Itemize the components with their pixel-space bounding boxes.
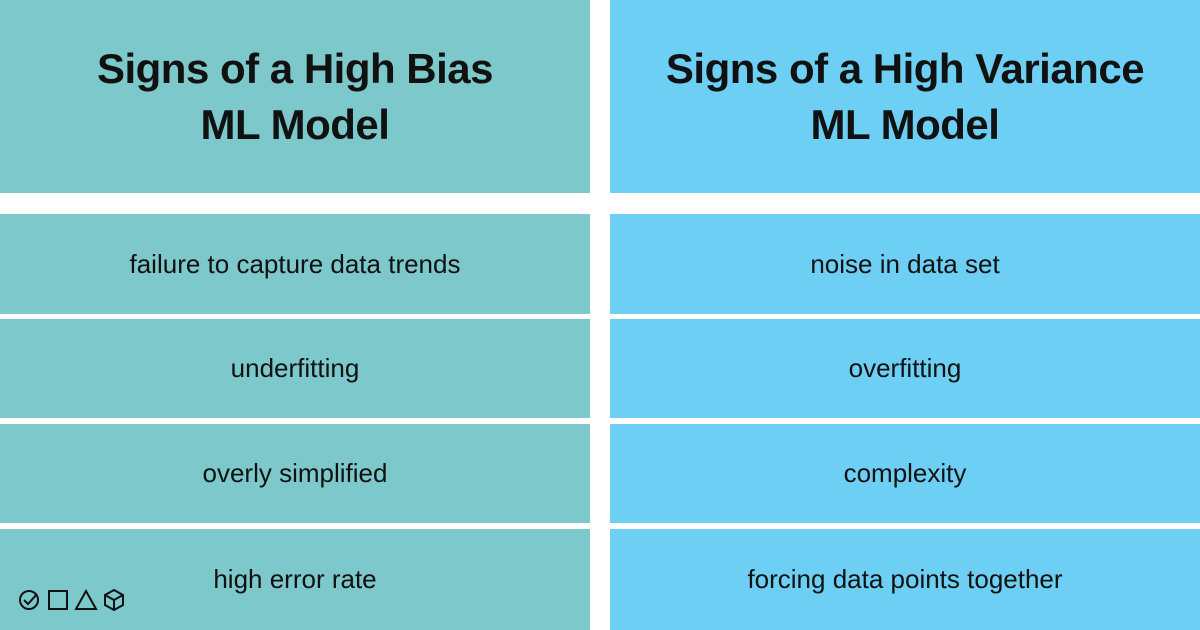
table-cell: forcing data points together	[610, 529, 1200, 630]
column-header: Signs of a High Variance ML Model	[610, 0, 1200, 193]
header-line: Signs of a High Variance	[665, 44, 1145, 92]
header-line: Signs of a High Bias	[96, 44, 494, 92]
column-header: Signs of a High Bias ML Model	[0, 0, 590, 193]
table-cell: overly simplified	[0, 424, 590, 523]
logo-icons	[19, 588, 124, 612]
table-cell: failure to capture data trends	[0, 214, 590, 314]
table-cell: complexity	[610, 424, 1200, 523]
table-cell: noise in data set	[610, 214, 1200, 314]
header-line: ML Model	[810, 100, 1000, 148]
header-line: ML Model	[200, 100, 390, 148]
column: Signs of a High Variance ML Model noise in…	[610, 0, 1200, 630]
table-cell: overfitting	[610, 319, 1200, 418]
table-cell: high error rate	[0, 529, 590, 630]
table-cell: underfitting	[0, 319, 590, 418]
column: Signs of a High Bias ML Model failure to c…	[0, 0, 590, 630]
